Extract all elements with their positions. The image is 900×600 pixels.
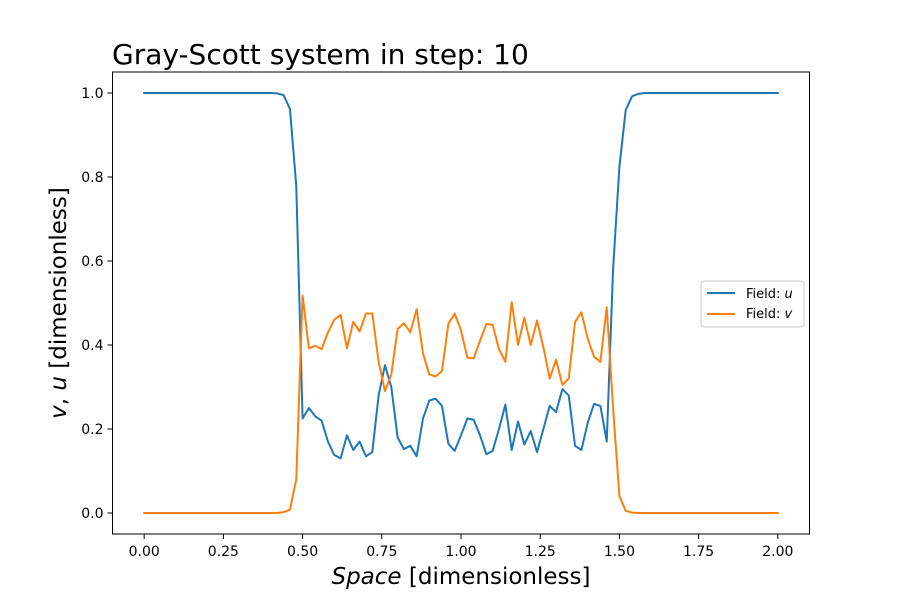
y-tick-label: 0.4 <box>81 338 103 354</box>
legend-label-v: Field: v <box>746 307 793 322</box>
y-tick-label: 0.8 <box>81 170 103 186</box>
x-tick-label: 0.25 <box>208 544 239 560</box>
series-layer <box>143 92 779 514</box>
series-line-u <box>143 92 779 460</box>
x-tick-label: 1.50 <box>604 544 635 560</box>
y-axis: 0.0 0.2 0.4 0.6 0.8 1.0 <box>81 86 113 522</box>
x-axis-label-rest: [dimensionless] <box>402 564 591 590</box>
legend-label-u: Field: u <box>746 287 793 302</box>
x-axis-label: Space [dimensionless] <box>331 564 590 590</box>
x-tick-label: 0.50 <box>287 544 318 560</box>
y-tick-label: 0.2 <box>81 422 103 438</box>
x-tick-label: 1.00 <box>445 544 476 560</box>
x-tick-label: 1.75 <box>683 544 714 560</box>
series-line-v <box>143 294 779 514</box>
x-axis: 0.00 0.25 0.50 0.75 1.00 1.25 1.50 1.75 2.00 <box>129 534 793 560</box>
y-axis-label: v, u [dimensionless] <box>46 187 72 419</box>
y-axis-label-sep: , <box>46 391 72 406</box>
y-tick-label: 0.6 <box>81 254 103 270</box>
y-axis-label-u: u <box>46 376 72 391</box>
legend-label-v-prefix: Field: <box>746 307 785 322</box>
x-tick-label: 0.75 <box>366 544 397 560</box>
y-axis-label-rest: [dimensionless] <box>46 187 72 376</box>
x-axis-label-italic: Space <box>331 564 401 590</box>
legend-label-v-var: v <box>785 307 793 322</box>
x-tick-label: 2.00 <box>762 544 793 560</box>
x-tick-label: 0.00 <box>129 544 160 560</box>
x-tick-label: 1.25 <box>525 544 556 560</box>
y-axis-label-v: v <box>46 405 72 419</box>
chart-title: Gray-Scott system in step: 10 <box>112 38 529 71</box>
y-tick-label: 1.0 <box>81 86 103 102</box>
y-tick-label: 0.0 <box>81 506 103 522</box>
legend-label-u-var: u <box>785 287 793 302</box>
legend: Field: u Field: v <box>700 280 805 328</box>
legend-label-u-prefix: Field: <box>746 287 785 302</box>
